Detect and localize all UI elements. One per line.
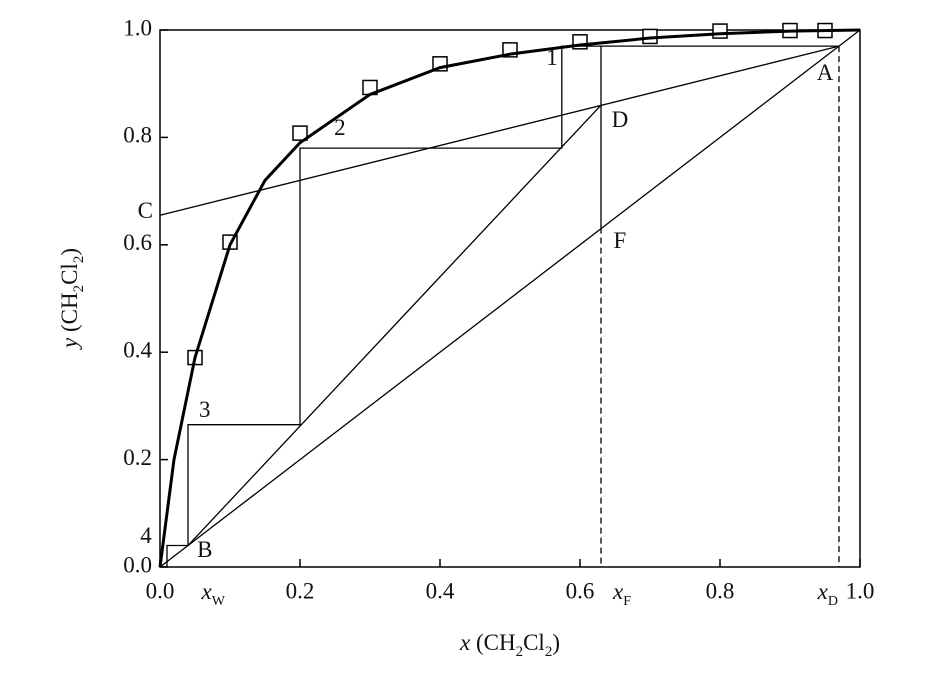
plot-frame bbox=[159, 29, 861, 568]
annotation-text: x bbox=[200, 579, 212, 604]
x-tick-label: 0.4 bbox=[426, 578, 455, 603]
annotation: 1 bbox=[546, 45, 558, 70]
x-tick-label: 0.6 bbox=[566, 578, 595, 603]
annotation: C bbox=[138, 198, 153, 223]
annotation: xD bbox=[817, 579, 838, 608]
y-axis-label-part: y bbox=[57, 337, 82, 350]
annotation-sub: W bbox=[212, 594, 226, 609]
annotation-text: 1 bbox=[546, 45, 558, 70]
annotation: xW bbox=[200, 579, 225, 608]
y-axis-label-part: ) bbox=[57, 248, 82, 256]
annotation: A bbox=[817, 60, 834, 85]
x-axis-label-part: Cl bbox=[523, 630, 545, 655]
annotation: F bbox=[614, 228, 627, 253]
annotation: B bbox=[197, 537, 212, 562]
line bbox=[187, 104, 602, 546]
annotation-text: 4 bbox=[140, 523, 152, 548]
y-axis-label: y (CH2Cl2) bbox=[57, 248, 87, 350]
annotation-text: D bbox=[612, 107, 629, 132]
annotation-sub: F bbox=[623, 594, 631, 609]
x-axis-label: x (CH2Cl2) bbox=[459, 630, 560, 660]
data-point bbox=[712, 23, 728, 39]
x-axis-label-part: ) bbox=[552, 630, 560, 655]
line bbox=[166, 45, 839, 567]
annotation: 2 bbox=[334, 115, 346, 140]
line bbox=[159, 45, 840, 216]
x-tick-label: 0.2 bbox=[286, 578, 315, 603]
x-axis-label-part: (CH bbox=[470, 630, 515, 655]
x-tick-label: 1.0 bbox=[846, 578, 875, 603]
equilibrium-curve bbox=[158, 28, 861, 568]
annotation: 4 bbox=[140, 523, 152, 548]
annotation: D bbox=[612, 107, 629, 132]
data-point bbox=[292, 125, 308, 141]
y-tick-label: 0.6 bbox=[123, 230, 152, 255]
x-axis-label-part: 2 bbox=[516, 644, 524, 660]
y-axis-label-part: 2 bbox=[71, 256, 87, 264]
annotation: 3 bbox=[199, 397, 211, 422]
annotation-text: x bbox=[612, 579, 624, 604]
y-axis-label-part: 2 bbox=[71, 285, 87, 293]
x-tick-label: 0.8 bbox=[706, 578, 735, 603]
y-axis-label-part: Cl bbox=[57, 263, 82, 285]
annotation-text: x bbox=[817, 579, 829, 604]
annotation-text: B bbox=[197, 537, 212, 562]
annotation-text: A bbox=[817, 60, 834, 85]
y-tick-label: 0.2 bbox=[123, 445, 152, 470]
annotation-text: C bbox=[138, 198, 153, 223]
x-tick-label: 0.0 bbox=[146, 578, 175, 603]
annotation: xF bbox=[612, 579, 631, 608]
annotation-text: 3 bbox=[199, 397, 211, 422]
annotation-sub: D bbox=[828, 594, 838, 609]
y-tick-label: 0.8 bbox=[123, 123, 152, 148]
x-axis-label-part: 2 bbox=[545, 644, 553, 660]
annotation-text: 2 bbox=[334, 115, 346, 140]
y-axis-label-part: (CH bbox=[57, 292, 82, 337]
y-tick-label: 0.4 bbox=[123, 337, 152, 362]
x-axis-label-part: x bbox=[459, 630, 471, 655]
line bbox=[159, 29, 861, 568]
annotation-text: F bbox=[614, 228, 627, 253]
y-tick-label: 1.0 bbox=[123, 15, 152, 40]
y-tick-label: 0.0 bbox=[123, 552, 152, 577]
